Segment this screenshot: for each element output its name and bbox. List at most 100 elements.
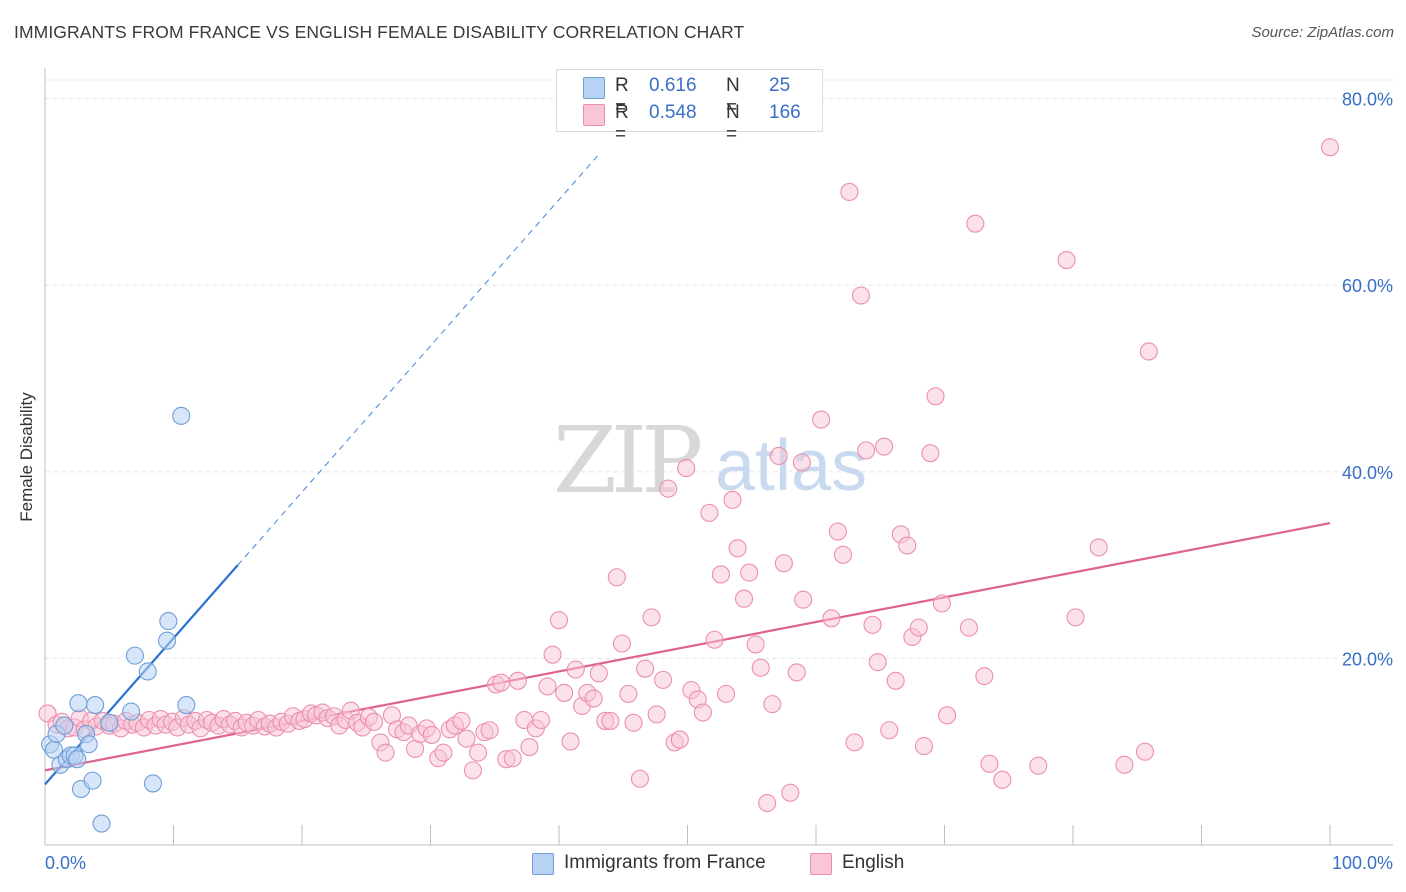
data-point-english: [508, 671, 527, 690]
data-point-english: [828, 522, 847, 541]
data-point-english: [774, 554, 793, 573]
data-point-english: [975, 667, 994, 686]
data-point-english: [636, 659, 655, 678]
data-point-france: [92, 814, 111, 833]
data-point-france: [172, 406, 191, 425]
data-point-english: [932, 594, 951, 613]
bottom-legend-label-france: Immigrants from France: [564, 852, 766, 873]
data-point-english: [642, 608, 661, 627]
x-tick-label-max: 100.0%: [1332, 853, 1393, 873]
legend-swatch-france: [583, 77, 605, 99]
source-label: Source: ZipAtlas.com: [1251, 24, 1394, 41]
y-tick-label: 80.0%: [1342, 90, 1393, 110]
data-point-france: [55, 716, 74, 735]
data-point-france: [83, 771, 102, 790]
data-point-english: [480, 721, 499, 740]
data-point-english: [716, 684, 736, 703]
data-point-english: [531, 710, 551, 730]
data-point-english: [492, 673, 511, 692]
data-point-english: [740, 563, 759, 582]
y-tick-label: 40.0%: [1342, 463, 1393, 483]
data-point-france: [79, 735, 98, 754]
data-point-english: [746, 635, 765, 654]
data-point-france: [100, 713, 119, 732]
y-tick-label: 20.0%: [1342, 649, 1393, 669]
legend-n-value: 25: [769, 75, 791, 96]
data-point-english: [833, 545, 853, 564]
data-point-english: [959, 618, 978, 637]
data-point-english: [857, 441, 876, 460]
data-point-english: [364, 712, 384, 731]
y-axis-label: Female Disability: [17, 392, 36, 522]
legend-r-label: R =: [615, 102, 629, 145]
data-point-english: [734, 589, 754, 608]
data-point-france: [125, 646, 144, 665]
data-point-france: [143, 774, 162, 793]
data-point-english: [840, 182, 859, 202]
data-point-english: [868, 653, 887, 672]
data-point-english: [1057, 251, 1076, 270]
data-point-english: [693, 703, 712, 722]
chart-title: IMMIGRANTS FROM FRANCE VS ENGLISH FEMALE…: [14, 22, 745, 42]
data-point-english: [1066, 608, 1085, 627]
data-point-france: [177, 696, 196, 715]
legend-r-value: 0.616: [649, 75, 697, 96]
data-point-english: [463, 761, 482, 780]
data-point-english: [584, 689, 603, 708]
data-point-english: [966, 214, 985, 233]
data-point-english: [723, 490, 742, 509]
data-point-english: [589, 664, 608, 683]
data-point-english: [845, 733, 864, 752]
data-point-english: [566, 660, 585, 679]
data-point-english: [503, 749, 522, 768]
trend-line-france-extrapolated: [237, 155, 598, 566]
data-point-english: [647, 705, 666, 724]
data-point-english: [624, 713, 643, 732]
legend-n-value: 166: [769, 102, 801, 123]
data-point-english: [914, 737, 933, 756]
points-france: [41, 406, 196, 833]
data-point-english: [630, 769, 650, 788]
watermark-zip: ZIP: [553, 407, 700, 514]
data-point-english: [659, 479, 678, 498]
points-english: [38, 138, 1340, 813]
data-point-english: [851, 286, 871, 305]
data-point-english: [875, 437, 894, 456]
correlation-legend: R = 0.616 N = 25 R = 0.548 N = 166: [556, 69, 823, 145]
data-point-english: [792, 453, 811, 472]
bottom-legend-swatch-france: [532, 853, 554, 875]
data-point-france: [158, 631, 177, 650]
legend-swatch-english: [583, 104, 605, 126]
legend-r-label: R =: [615, 75, 629, 118]
tick-labels: 20.0% 40.0% 60.0% 80.0% 0.0% 100.0%: [45, 90, 1393, 873]
data-point-france: [138, 662, 157, 681]
data-point-english: [670, 730, 689, 749]
data-point-english: [677, 459, 696, 478]
data-point-english: [543, 645, 562, 664]
watermark: ZIP atlas: [553, 407, 867, 514]
data-point-english: [822, 609, 841, 628]
data-point-english: [1320, 138, 1340, 157]
data-point-english: [763, 695, 782, 714]
data-point-english: [863, 615, 882, 634]
bottom-legend-label-english: English: [842, 852, 905, 873]
data-point-english: [886, 671, 905, 690]
data-point-english: [376, 743, 395, 762]
data-point-english: [787, 663, 806, 682]
data-point-france: [68, 750, 87, 769]
data-point-english: [457, 729, 476, 748]
legend-r-value: 0.548: [649, 102, 697, 123]
data-point-english: [993, 770, 1012, 789]
data-point-english: [781, 783, 800, 802]
legend-n-label: N =: [726, 75, 740, 118]
data-point-english: [612, 634, 632, 653]
legend-n-label: N =: [726, 102, 740, 145]
data-point-france: [86, 696, 105, 715]
data-point-english: [938, 706, 957, 725]
data-point-english: [769, 446, 788, 466]
data-point-english: [921, 444, 940, 463]
data-point-english: [812, 410, 831, 429]
data-point-english: [898, 536, 917, 555]
data-point-english: [1089, 538, 1108, 557]
data-point-english: [422, 725, 441, 744]
